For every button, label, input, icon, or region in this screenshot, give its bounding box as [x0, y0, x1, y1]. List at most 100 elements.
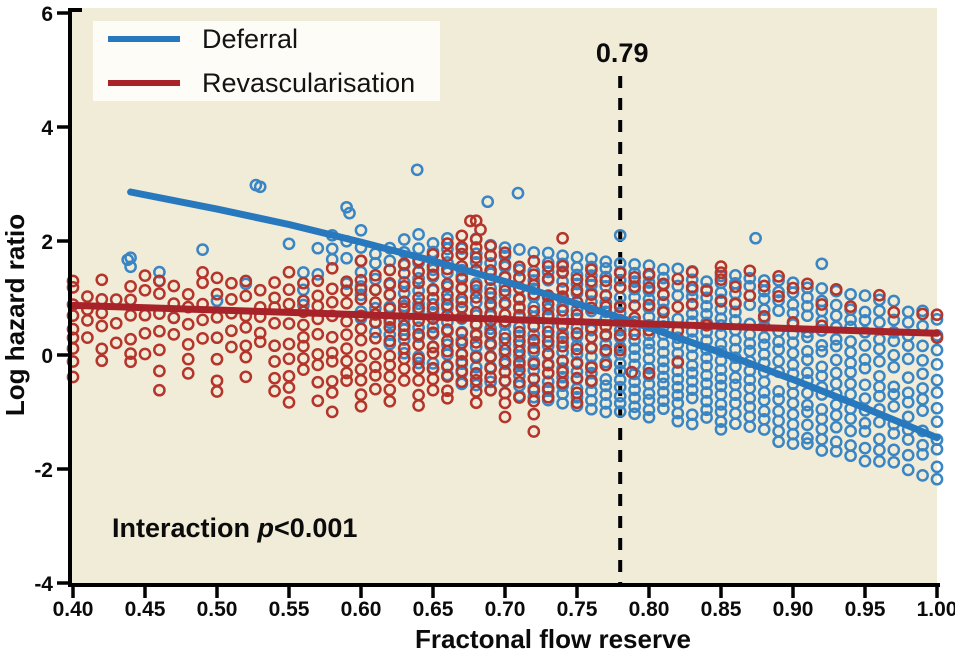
scatter-point [441, 231, 454, 245]
scatter-point [513, 376, 526, 389]
scatter-point [613, 347, 627, 361]
scatter-point [585, 402, 598, 416]
scatter-point [426, 268, 440, 282]
scatter-point [181, 288, 195, 301]
scatter-point [743, 381, 757, 395]
scatter-point [282, 283, 296, 296]
scatter-point [181, 352, 195, 366]
scatter-point [513, 363, 526, 377]
scatter-point [484, 326, 497, 340]
scatter-point [829, 420, 843, 434]
scatter-point [743, 400, 757, 414]
scatter-point [340, 354, 353, 368]
scatter-point [642, 410, 656, 424]
scatter-point [613, 405, 627, 418]
scatter-point [613, 364, 627, 378]
scatter-point [66, 322, 80, 336]
scatter-point [657, 305, 670, 319]
scatter-point [801, 418, 814, 432]
interaction-annotation: Interaction p<0.001 [112, 513, 357, 543]
y-tick-label: 6 [41, 3, 53, 26]
scatter-point [95, 342, 109, 356]
scatter-point [513, 260, 526, 274]
scatter-point [239, 274, 253, 288]
x-tick-label: 0.60 [341, 598, 382, 621]
scatter-point [858, 441, 872, 455]
scatter-point [498, 284, 512, 298]
scatter-point [801, 405, 814, 419]
scatter-point [930, 401, 944, 415]
scatter-point [369, 296, 382, 309]
scatter-point [585, 366, 598, 380]
scatter-point [153, 287, 166, 300]
scatter-point [729, 280, 742, 294]
scatter-point [613, 373, 627, 387]
scatter-point [628, 400, 641, 414]
scatter-point [729, 396, 742, 410]
scatter-point [628, 350, 641, 363]
scatter-point [613, 343, 627, 357]
scatter-point [613, 266, 627, 280]
x-tick-label: 0.65 [413, 598, 454, 621]
scatter-point [829, 298, 843, 312]
scatter-point [714, 379, 728, 393]
scatter-point [66, 355, 80, 368]
scatter-point [873, 288, 886, 302]
scatter-point [642, 352, 656, 366]
scatter-point [815, 338, 829, 352]
scatter-point [858, 378, 872, 392]
scatter-point [541, 246, 555, 260]
scatter-point [556, 231, 569, 245]
scatter-point [354, 273, 368, 287]
scatter-point [412, 374, 425, 387]
scatter-point [383, 334, 397, 348]
scatter-point [657, 402, 670, 416]
scatter-point [930, 472, 944, 486]
scatter-point [527, 407, 541, 421]
scatter-point [815, 345, 829, 358]
scatter-point [225, 293, 238, 306]
scatter-point [464, 214, 477, 228]
scatter-point [297, 352, 310, 365]
scatter-point [858, 392, 872, 405]
scatter-point [253, 326, 267, 340]
scatter-point [455, 355, 469, 368]
scatter-point [297, 330, 310, 344]
scatter-point [426, 320, 440, 334]
scatter-point [239, 370, 253, 384]
scatter-point [772, 294, 785, 307]
scatter-point [757, 393, 771, 407]
scatter-point [844, 335, 857, 348]
scatter-point [513, 391, 526, 404]
scatter-point [844, 424, 857, 438]
scatter-point [570, 272, 584, 286]
scatter-point [772, 393, 785, 406]
scatter-point [383, 394, 397, 408]
scatter-point [369, 268, 382, 282]
scatter-point [599, 358, 613, 372]
scatter-point [685, 273, 699, 287]
scatter-point [599, 397, 613, 410]
scatter-point [369, 369, 382, 382]
scatter-point [513, 329, 526, 343]
scatter-point [757, 292, 771, 306]
scatter-point [181, 367, 195, 380]
scatter-point [541, 358, 555, 372]
scatter-point [412, 388, 425, 402]
scatter-point [570, 386, 584, 400]
legend-box [93, 21, 440, 101]
scatter-point [397, 319, 411, 333]
scatter-point [282, 369, 296, 383]
scatter-point [700, 386, 713, 399]
x-tick-label: 0.75 [557, 598, 598, 621]
scatter-point [757, 309, 771, 323]
scatter-point [340, 251, 353, 265]
scatter-point [858, 353, 872, 366]
scatter-point [916, 339, 929, 353]
scatter-point [124, 355, 137, 369]
scatter-point [268, 276, 281, 289]
scatter-point [685, 374, 699, 388]
scatter-point [484, 286, 497, 300]
scatter-point [527, 357, 541, 371]
trend-line-revascularisation [69, 301, 941, 337]
